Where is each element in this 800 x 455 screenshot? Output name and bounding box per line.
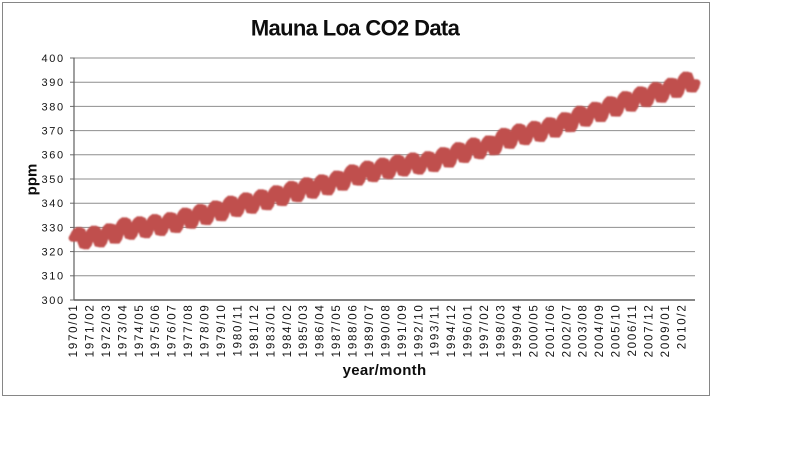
svg-text:2002/07: 2002/07 bbox=[561, 304, 573, 358]
svg-text:1971/02: 1971/02 bbox=[84, 304, 96, 358]
svg-text:1974/05: 1974/05 bbox=[134, 304, 146, 358]
svg-text:310: 310 bbox=[42, 271, 65, 283]
svg-text:320: 320 bbox=[42, 247, 65, 259]
svg-text:1988/06: 1988/06 bbox=[348, 304, 360, 358]
svg-text:1993/11: 1993/11 bbox=[430, 304, 442, 357]
svg-text:1978/09: 1978/09 bbox=[200, 304, 212, 358]
svg-text:2009/01: 2009/01 bbox=[660, 304, 672, 358]
svg-text:1981/12: 1981/12 bbox=[249, 304, 261, 358]
svg-text:2007/12: 2007/12 bbox=[643, 304, 655, 358]
svg-text:2001/06: 2001/06 bbox=[545, 304, 557, 358]
svg-text:1998/03: 1998/03 bbox=[495, 304, 507, 358]
svg-text:1977/08: 1977/08 bbox=[183, 304, 195, 358]
svg-text:1992/10: 1992/10 bbox=[413, 304, 425, 358]
svg-text:370: 370 bbox=[42, 126, 65, 138]
svg-text:1996/01: 1996/01 bbox=[463, 304, 475, 358]
svg-text:2005/10: 2005/10 bbox=[611, 304, 623, 358]
svg-text:1972/03: 1972/03 bbox=[101, 304, 113, 358]
svg-text:1989/07: 1989/07 bbox=[364, 304, 376, 358]
svg-text:2010/2: 2010/2 bbox=[676, 304, 688, 350]
svg-text:1987/05: 1987/05 bbox=[331, 304, 343, 358]
svg-text:400: 400 bbox=[42, 53, 65, 65]
svg-text:340: 340 bbox=[42, 198, 65, 210]
svg-text:1979/10: 1979/10 bbox=[216, 304, 228, 358]
svg-text:390: 390 bbox=[42, 77, 65, 89]
svg-text:1976/07: 1976/07 bbox=[167, 304, 179, 358]
svg-text:1973/04: 1973/04 bbox=[117, 304, 129, 358]
svg-text:1975/06: 1975/06 bbox=[150, 304, 162, 358]
svg-text:2003/08: 2003/08 bbox=[578, 304, 590, 358]
svg-text:Mauna Loa CO2 Data: Mauna Loa CO2 Data bbox=[251, 15, 461, 40]
svg-text:2000/05: 2000/05 bbox=[528, 304, 540, 358]
svg-text:1980/11: 1980/11 bbox=[232, 304, 244, 357]
svg-text:year/month: year/month bbox=[343, 362, 427, 379]
svg-text:1999/04: 1999/04 bbox=[512, 304, 524, 358]
svg-text:300: 300 bbox=[42, 295, 65, 307]
svg-text:1970/01: 1970/01 bbox=[68, 304, 80, 358]
svg-text:360: 360 bbox=[42, 150, 65, 162]
svg-text:2004/09: 2004/09 bbox=[594, 304, 606, 358]
svg-text:350: 350 bbox=[42, 174, 65, 186]
svg-text:1983/01: 1983/01 bbox=[265, 304, 277, 358]
svg-text:380: 380 bbox=[42, 101, 65, 113]
svg-text:1991/09: 1991/09 bbox=[397, 304, 409, 358]
svg-text:1985/03: 1985/03 bbox=[298, 304, 310, 358]
svg-text:1997/02: 1997/02 bbox=[479, 304, 491, 358]
svg-text:330: 330 bbox=[42, 222, 65, 234]
svg-text:1986/04: 1986/04 bbox=[315, 304, 327, 358]
svg-text:ppm: ppm bbox=[24, 164, 41, 196]
svg-text:1984/02: 1984/02 bbox=[282, 304, 294, 358]
svg-text:1990/08: 1990/08 bbox=[380, 304, 392, 358]
svg-text:2006/11: 2006/11 bbox=[627, 304, 639, 357]
svg-text:1994/12: 1994/12 bbox=[446, 304, 458, 358]
